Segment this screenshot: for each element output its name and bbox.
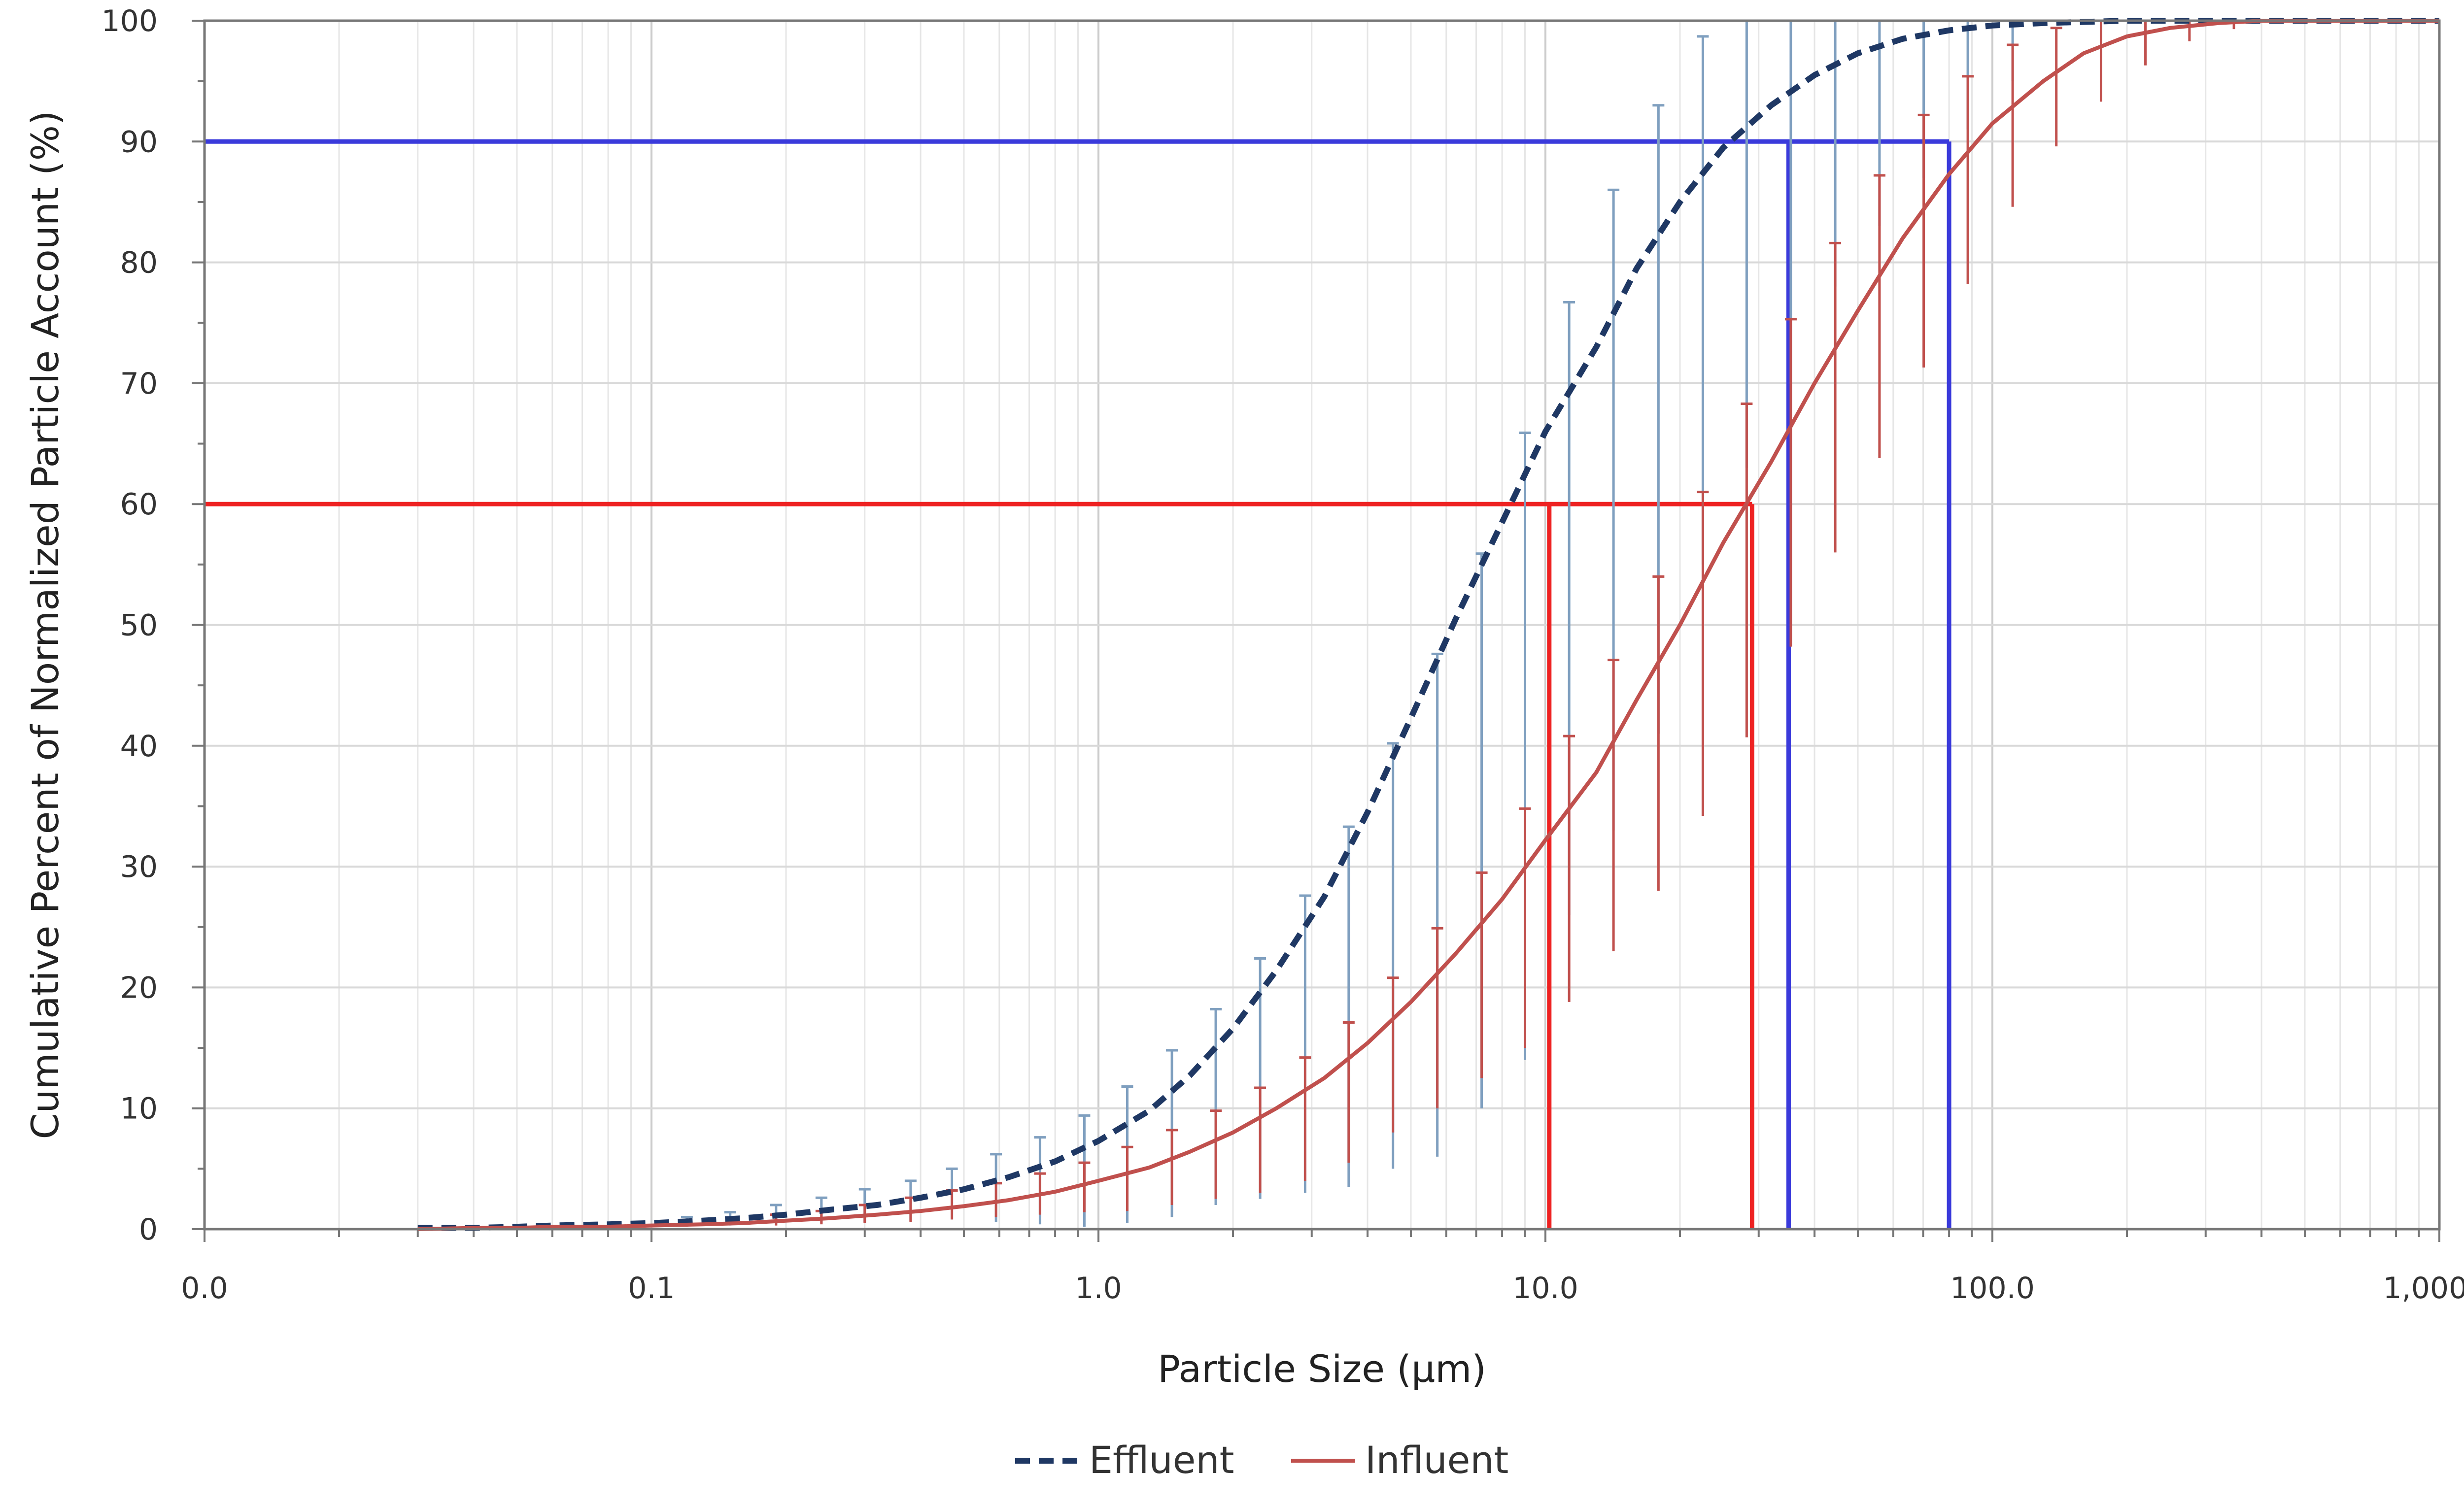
series-line-influent	[417, 19, 2439, 1231]
error-bars	[681, 19, 2240, 1227]
x-tick-label: 1.0	[1075, 1271, 1122, 1306]
x-tick-label: 100.0	[1950, 1271, 2035, 1306]
x-tick-label: 0.1	[628, 1271, 675, 1306]
x-axis-ticks: 0.0 0.1 1.0 10.0 100.0 1,000.0	[181, 1229, 2464, 1306]
y-tick-label: 60	[120, 487, 158, 522]
y-tick-label: 90	[120, 125, 158, 159]
y-tick-label: 10	[120, 1092, 158, 1126]
y-tick-label: 100	[101, 4, 158, 38]
y-tick-label: 30	[120, 850, 158, 884]
y-tick-label: 40	[120, 729, 158, 764]
x-tick-label: 1,000.0	[2383, 1271, 2464, 1306]
y-tick-label: 70	[120, 367, 158, 401]
reference-lines	[205, 139, 1951, 1229]
y-tick-label: 0	[139, 1212, 158, 1247]
plot-frame	[203, 19, 2441, 1231]
x-tick-label: 10.0	[1512, 1271, 1578, 1306]
x-axis-title: Particle Size (μm)	[1158, 1347, 1486, 1391]
y-tick-label: 80	[120, 246, 158, 280]
y-tick-label: 20	[120, 971, 158, 1005]
legend-label-influent: Influent	[1365, 1438, 1508, 1482]
x-tick-label: 0.0	[181, 1271, 228, 1306]
y-axis-ticks: 0 10 20 30 40 50 60 70 80 90 100	[101, 4, 205, 1247]
legend-label-effluent: Effluent	[1089, 1438, 1234, 1482]
legend: Effluent Influent	[1015, 1438, 1508, 1482]
y-axis-title: Cumulative Percent of Normalized Particl…	[23, 110, 67, 1139]
y-tick-label: 50	[120, 608, 158, 643]
